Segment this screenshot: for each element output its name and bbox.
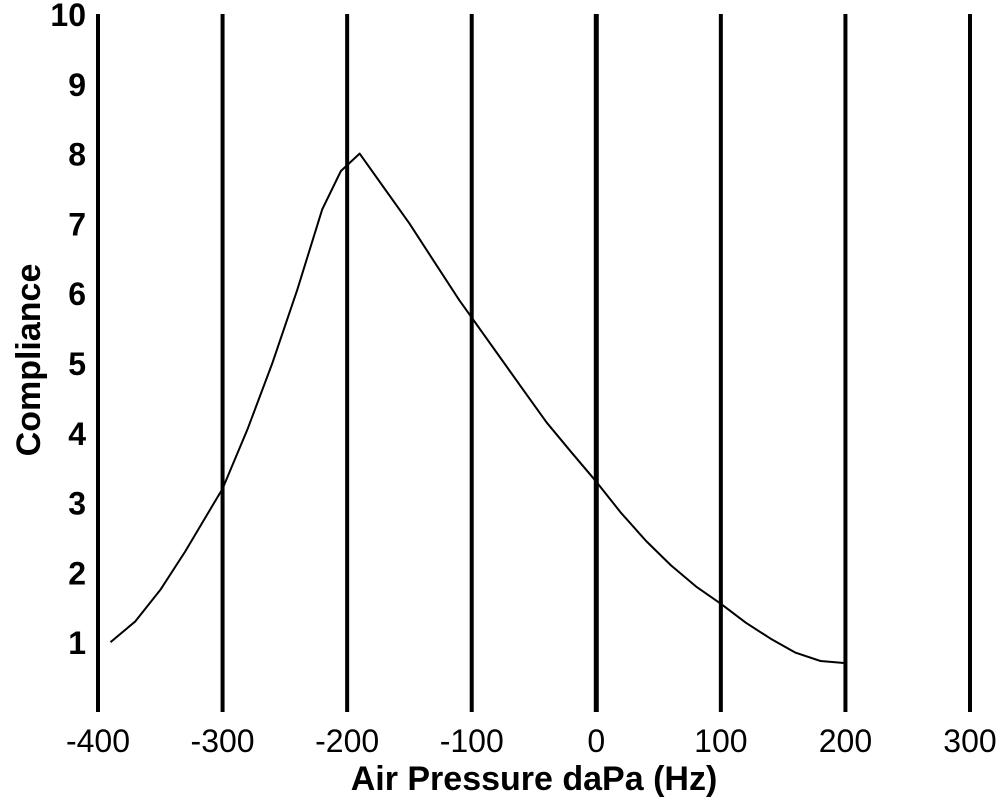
y-tick-label: 1: [68, 625, 86, 661]
x-tick-label: -200: [315, 723, 379, 759]
x-tick-label: 200: [819, 723, 872, 759]
x-tick-label: -300: [191, 723, 255, 759]
y-tick-label: 4: [68, 416, 86, 452]
x-tick-label: -400: [66, 723, 130, 759]
y-tick-label: 7: [68, 206, 86, 242]
x-tick-label: -100: [440, 723, 504, 759]
vertical-gridlines: [96, 14, 972, 712]
x-tick-label: 100: [694, 723, 747, 759]
x-axis-ticks: -400 -300 -200 -100 0 100 200 300: [66, 723, 997, 759]
series-line-0: [109, 152, 846, 665]
y-tick-label: 10: [50, 0, 86, 33]
y-tick-label: 6: [68, 276, 86, 312]
y-axis-ticks: 1 2 3 4 5 6 7 8 9 10: [50, 0, 86, 661]
x-tick-label: 300: [943, 723, 996, 759]
x-axis-title: Air Pressure daPa (Hz): [351, 760, 718, 798]
y-tick-label: 5: [68, 346, 86, 382]
y-tick-label: 9: [68, 67, 86, 103]
plot-area: [109, 152, 846, 665]
y-tick-label: 3: [68, 486, 86, 522]
y-tick-label: 2: [68, 555, 86, 591]
x-tick-label: 0: [587, 723, 605, 759]
y-axis-title: Compliance: [10, 264, 48, 457]
y-tick-label: 8: [68, 137, 86, 173]
